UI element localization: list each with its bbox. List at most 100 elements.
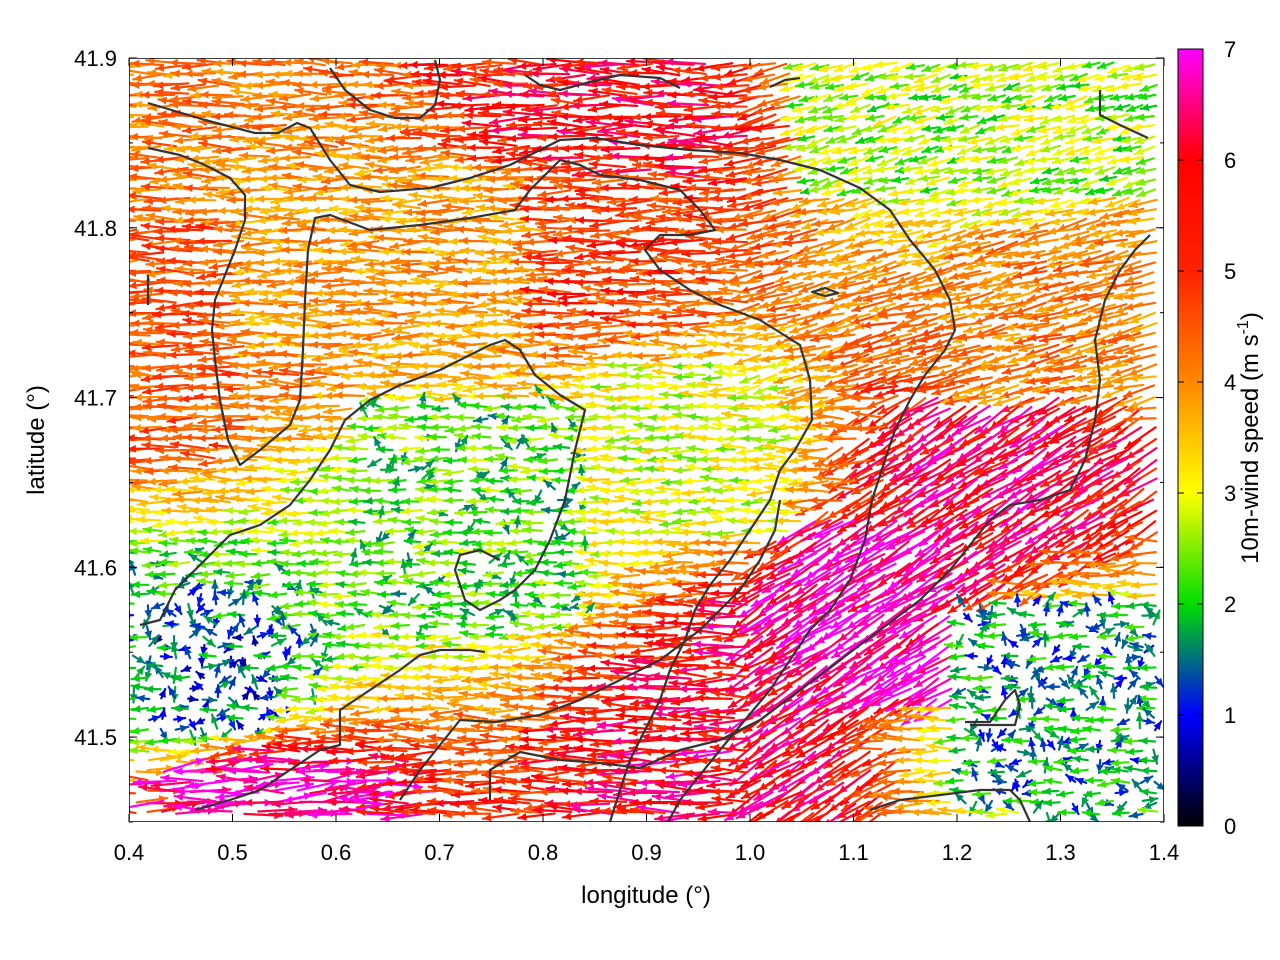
wind-arrow-head [115,253,124,261]
wind-arrow-head [628,69,637,77]
wind-arrow-head [227,101,236,110]
wind-arrow-head [109,191,118,199]
wind-arrow-head [958,92,968,101]
wind-arrow-head [119,331,127,339]
wind-arrow-head [740,137,749,145]
wind-arrow-head [1140,84,1150,92]
wind-arrow-head [1106,123,1116,132]
wind-arrow-head [785,101,795,110]
wind-arrow-head [405,99,414,108]
wind-arrow-head [988,113,998,122]
wind-arrow-head [155,88,164,97]
wind-arrow-head [534,119,543,128]
wind-arrow-head [1058,93,1068,102]
wind-arrow-head [808,114,817,123]
wind-arrow-head [464,111,473,120]
wind-arrow-head [283,127,293,136]
wind-arrow-head [467,131,477,139]
wind-arrow-head [709,93,718,101]
wind-arrow-head [478,132,487,141]
wind-arrow-head [753,125,762,133]
wind-arrow-head [931,75,941,83]
wind-arrow-head [666,122,675,131]
wind-arrow-head [112,289,120,297]
wind-arrow-head [1038,125,1047,134]
wind-arrow-head [913,107,923,116]
wind-arrow-shaft [129,63,151,69]
wind-arrow-head [379,124,388,133]
wind-arrow-head [102,302,110,310]
wind-arrow-head [795,128,805,136]
wind-arrow-head [117,268,125,276]
wind-arrow-head [1079,84,1088,93]
wind-arrow-head [119,367,128,375]
wind-arrow-head [805,126,815,134]
wind-arrow-head [170,94,179,103]
wind-arrows [102,58,1164,822]
wind-arrow-head [586,118,596,127]
wind-arrow-head [1114,103,1124,112]
wind-arrow-head [494,80,503,89]
wind-arrow-head [915,84,925,93]
wind-arrow-head [519,125,528,134]
wind-arrow-shaft [129,62,137,66]
wind-arrow-head [470,76,480,85]
wind-arrow-head [557,127,566,136]
wind-arrow-head [504,66,514,75]
wind-arrow-head [155,63,165,72]
wind-arrow-head [1133,73,1143,82]
wind-arrow-head [602,86,612,95]
wind-arrow-head [271,109,281,118]
wind-arrow-head [970,81,980,90]
wind-arrow-head [121,144,129,152]
wind-arrow-head [102,363,110,371]
wind-arrow-head [712,123,721,132]
wind-arrow-head [172,122,181,131]
wind-arrow-head [272,124,281,133]
wind-arrow-head [847,113,857,122]
wind-arrow-head [455,135,464,144]
wind-arrow-head [851,73,861,81]
wind-arrow-head [599,100,609,109]
wind-arrow-head [1011,127,1021,136]
wind-arrow-shaft [129,123,138,127]
wind-arrow-head [108,101,117,109]
wind-arrow-shaft [129,69,152,76]
wind-arrow-head [865,93,874,101]
wind-arrow-head [253,58,262,66]
wind-arrow-head [117,394,125,402]
wind-arrow-head [503,108,513,117]
wind-arrow-head [799,95,809,103]
wind-arrow-head [600,66,610,75]
wind-arrow-head [349,68,359,77]
wind-arrow-head [849,65,859,74]
wind-arrow-head [119,275,128,283]
wind-arrow-head [245,115,254,124]
wind-arrow-head [957,60,967,69]
wind-arrow-head [253,113,262,121]
wind-arrow-head [427,132,436,141]
wind-arrow-head [575,65,584,73]
wind-arrow-head [269,90,278,99]
wind-arrow-head [603,112,612,121]
wind-arrow-head [339,99,348,108]
wind-arrow-head [906,62,916,71]
wind-arrow-head [293,81,302,89]
wind-arrow-head [852,127,862,135]
wind-arrow-head [877,93,887,102]
wind-arrow-head [310,94,320,103]
wind-arrow-head [389,109,398,118]
wind-arrow-head [699,97,708,105]
wind-arrow-head [656,64,666,72]
wind-arrow-head [238,59,247,68]
wind-arrow-head [1138,92,1148,101]
wind-arrow-head [1131,123,1140,132]
wind-arrow-head [241,94,250,103]
wind-arrow-head [960,85,970,93]
wind-arrow-head [494,67,504,75]
wind-arrow-head [1140,103,1150,112]
wind-arrow-head [183,97,192,106]
wind-arrow-head [865,73,875,82]
wind-arrow-head [530,106,540,114]
wind-arrow-head [296,101,305,110]
